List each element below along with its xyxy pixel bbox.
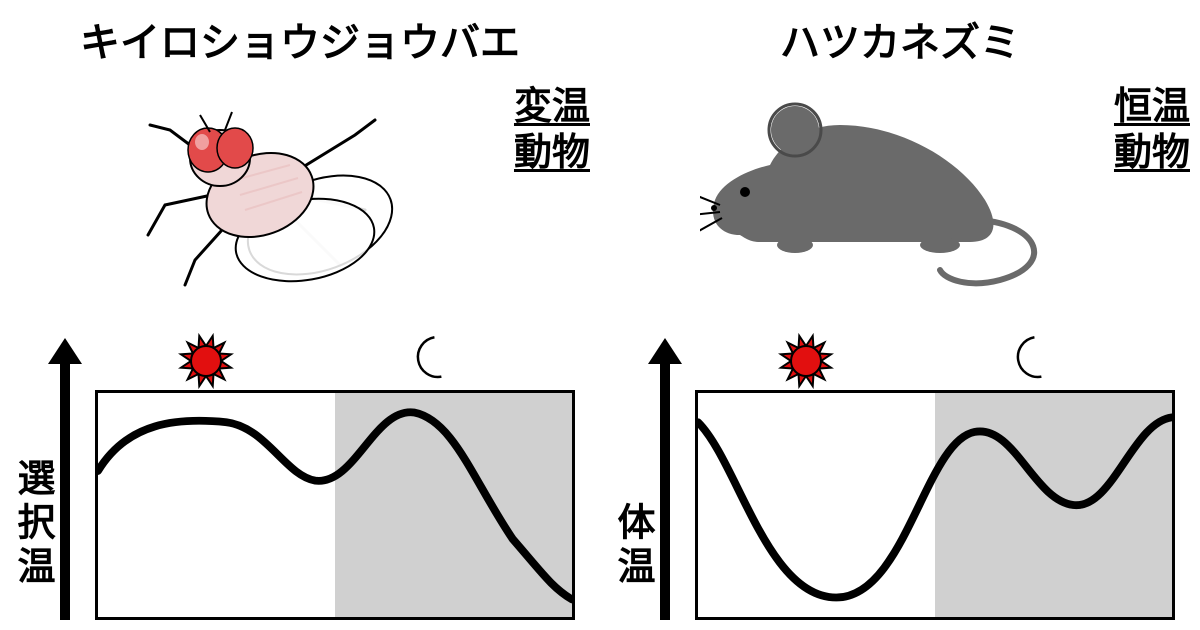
chart-box-fly [95,390,575,620]
curve-mouse [698,393,1172,617]
title-mouse: ハツカネズミ [620,10,1180,68]
ylabel-fly: 選択温 [5,458,60,590]
panel-fly: キイロショウジョウバエ 変温 動物 [0,0,600,630]
moon-icon-mouse [1007,333,1057,388]
y-arrow-mouse [660,360,670,620]
fly-illustration [140,70,400,290]
subtitle-mouse-line2: 動物 [1114,131,1190,177]
subtitle-fly-line2: 動物 [514,131,590,177]
subtitle-fly: 変温 動物 [514,85,590,176]
chart-box-mouse [695,390,1175,620]
ylabel-mouse: 体温 [605,502,660,590]
curve-fly [98,393,572,617]
y-arrow-fly [60,360,70,620]
chart-mouse: 体温 [600,320,1200,630]
subtitle-mouse: 恒温 動物 [1114,85,1190,176]
moon-icon-fly [407,333,457,388]
mouse-illustration [700,70,1060,290]
sun-icon-mouse [778,333,834,394]
subtitle-mouse-line1: 恒温 [1114,85,1190,131]
chart-fly: 選択温 [0,320,600,630]
title-fly: キイロショウジョウバエ [20,10,580,68]
subtitle-fly-line1: 変温 [514,85,590,131]
sun-icon-fly [178,333,234,394]
panel-mouse: ハツカネズミ 恒温 動物 [600,0,1200,630]
